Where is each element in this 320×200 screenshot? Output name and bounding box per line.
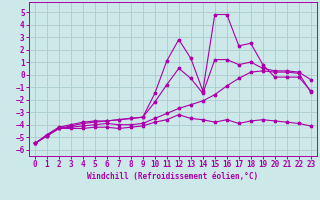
X-axis label: Windchill (Refroidissement éolien,°C): Windchill (Refroidissement éolien,°C) xyxy=(87,172,258,181)
